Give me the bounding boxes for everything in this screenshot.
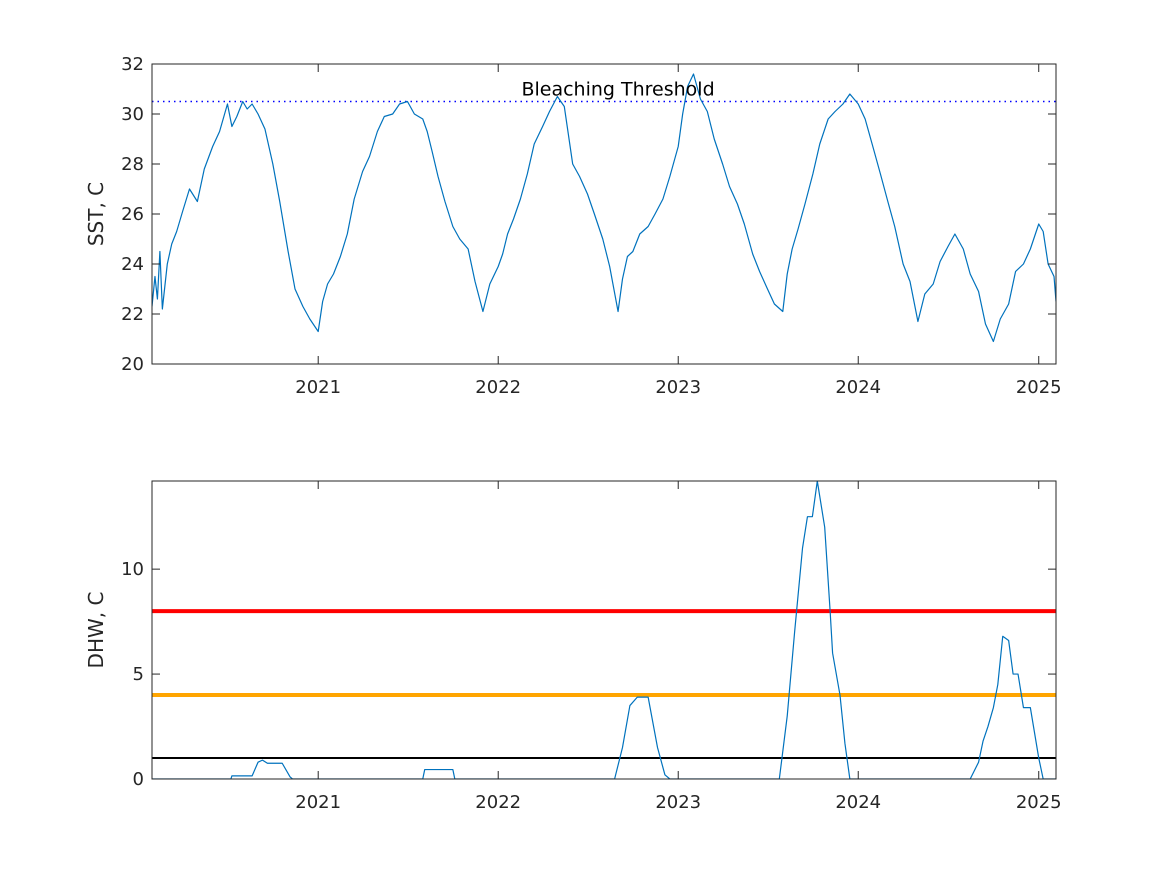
dhw-x-tick-label: 2025 <box>1016 792 1062 813</box>
sst-x-tick-label: 2021 <box>295 377 341 398</box>
dhw-y-tick-label: 5 <box>133 664 144 685</box>
sst-y-tick-label: 30 <box>121 104 144 125</box>
sst-y-tick-label: 26 <box>121 204 144 225</box>
bleaching-threshold-label: Bleaching Threshold <box>521 79 714 101</box>
sst-y-tick-label: 28 <box>121 154 144 175</box>
dhw-ticks: 2021 2022 2023 2024 2025 0 5 10 <box>121 481 1062 813</box>
sst-y-axis-label: SST, C <box>84 182 108 246</box>
sst-x-tick-label: 2023 <box>655 377 701 398</box>
sst-x-tick-label: 2025 <box>1016 377 1062 398</box>
sst-y-tick-label: 24 <box>121 254 144 275</box>
dhw-x-tick-label: 2021 <box>295 792 341 813</box>
dhw-y-tick-label: 0 <box>133 769 144 790</box>
sst-y-tick-label: 22 <box>121 304 144 325</box>
dhw-x-tick-label: 2023 <box>655 792 701 813</box>
sst-y-tick-label: 32 <box>121 54 144 75</box>
dhw-plot-marks <box>152 481 1056 779</box>
dhw-chart: 2021 2022 2023 2024 2025 0 5 10 DHW, C <box>84 480 1062 813</box>
dhw-x-tick-label: 2022 <box>475 792 521 813</box>
dhw-x-tick-label: 2024 <box>835 792 881 813</box>
sst-y-tick-label: 20 <box>121 354 144 375</box>
dhw-y-axis-label: DHW, C <box>84 592 108 669</box>
dhw-series-line <box>152 481 1056 779</box>
sst-plot-marks <box>152 73 1056 343</box>
dhw-y-tick-label: 10 <box>121 559 144 580</box>
dhw-plot-area <box>152 481 1056 779</box>
sst-x-tick-label: 2022 <box>475 377 521 398</box>
dhw-axes-box <box>151 480 1057 780</box>
sst-plot-area <box>152 73 1056 343</box>
sst-x-tick-label: 2024 <box>835 377 881 398</box>
sst-series-line <box>152 73 1056 343</box>
